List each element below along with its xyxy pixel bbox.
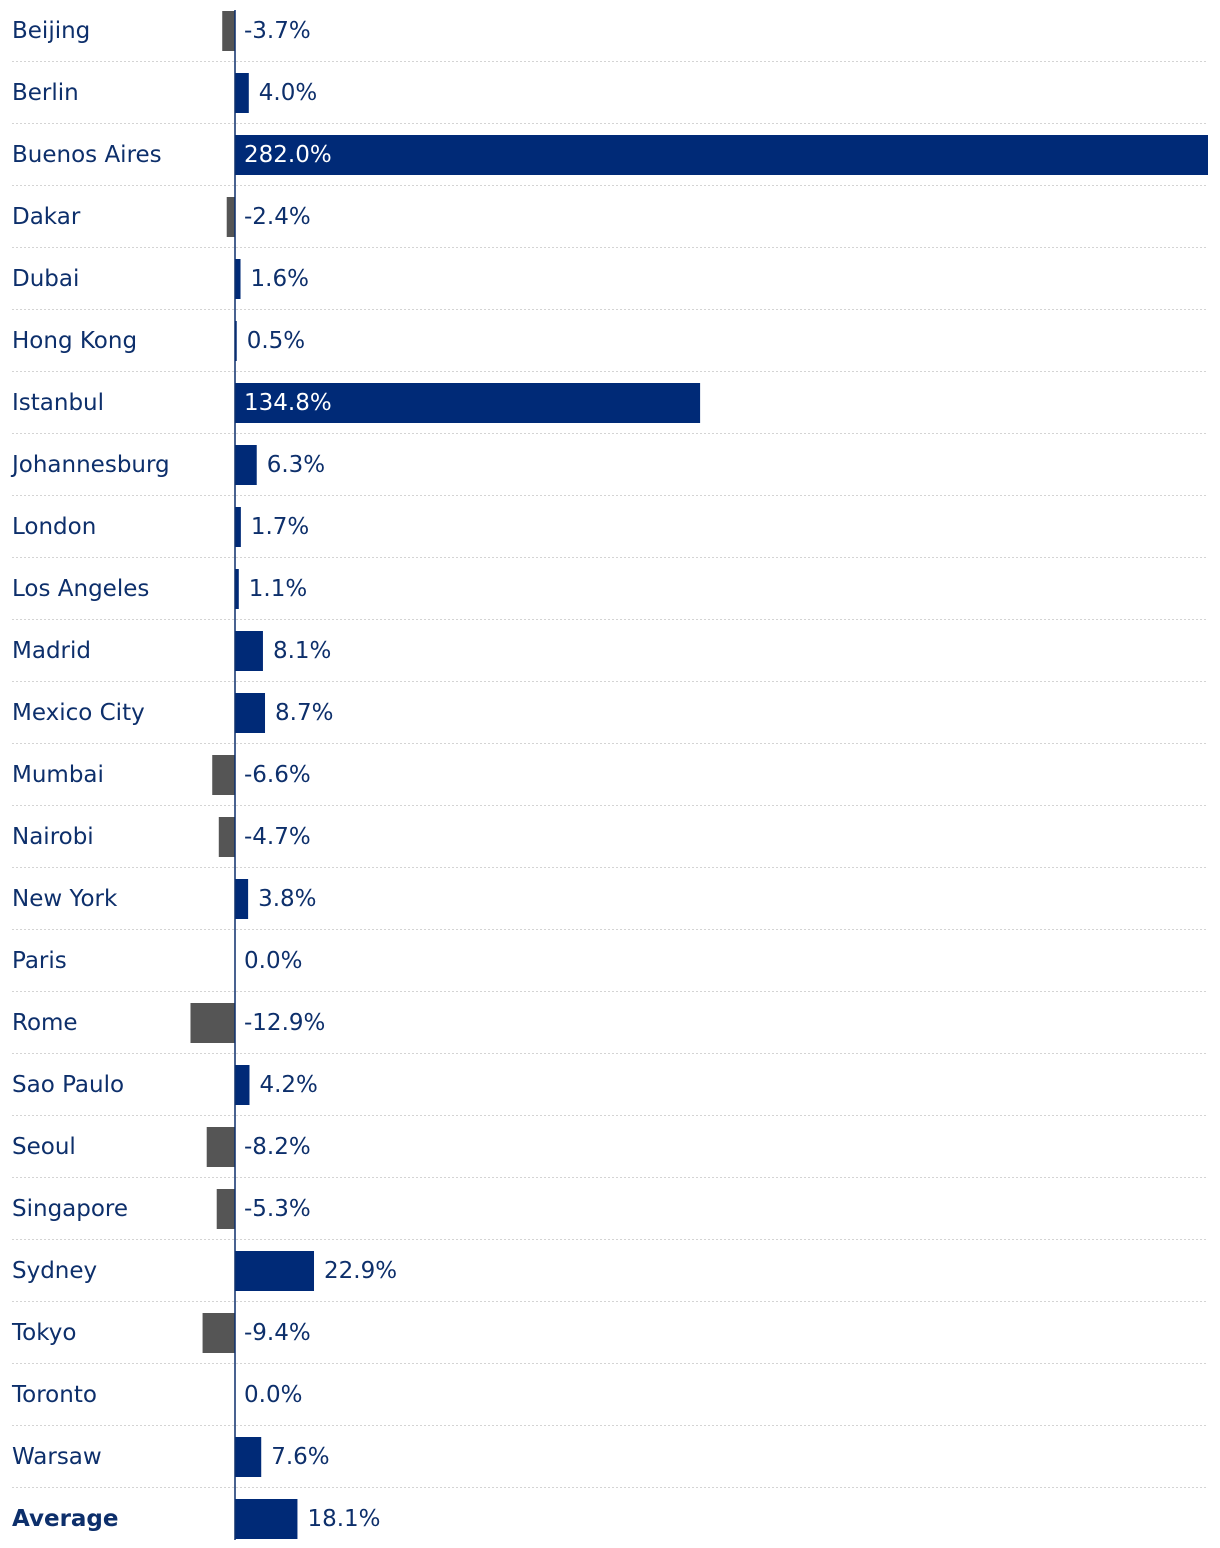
category-label-warsaw: Warsaw xyxy=(12,1444,102,1470)
bar-nairobi xyxy=(218,817,235,857)
value-label-nairobi: -4.7% xyxy=(244,824,311,850)
category-label-dubai: Dubai xyxy=(12,266,79,292)
category-label-nairobi: Nairobi xyxy=(12,824,94,850)
category-label-sao-paulo: Sao Paulo xyxy=(12,1072,124,1098)
bar-hong-kong xyxy=(235,321,237,361)
value-label-warsaw: 7.6% xyxy=(271,1444,329,1470)
value-label-los-angeles: 1.1% xyxy=(249,576,307,602)
bars xyxy=(190,11,1208,1539)
category-label-madrid: Madrid xyxy=(12,638,91,664)
bar-beijing xyxy=(222,11,235,51)
bar-average xyxy=(235,1499,298,1539)
category-label-singapore: Singapore xyxy=(12,1196,128,1222)
category-label-berlin: Berlin xyxy=(12,80,79,106)
value-label-average: 18.1% xyxy=(307,1506,380,1532)
value-label-seoul: -8.2% xyxy=(244,1134,311,1160)
category-label-los-angeles: Los Angeles xyxy=(12,576,149,602)
value-label-paris: 0.0% xyxy=(244,948,302,974)
value-label-johannesburg: 6.3% xyxy=(267,452,325,478)
bar-mexico-city xyxy=(235,693,266,733)
category-label-johannesburg: Johannesburg xyxy=(10,452,170,478)
bar-sydney xyxy=(235,1251,315,1291)
bar-new-york xyxy=(235,879,249,919)
category-label-average: Average xyxy=(12,1506,119,1532)
value-label-toronto: 0.0% xyxy=(244,1382,302,1408)
category-label-paris: Paris xyxy=(12,948,67,974)
value-label-hong-kong: 0.5% xyxy=(247,328,305,354)
bar-warsaw xyxy=(235,1437,262,1477)
category-label-hong-kong: Hong Kong xyxy=(12,328,137,354)
category-label-sydney: Sydney xyxy=(12,1258,97,1284)
value-label-london: 1.7% xyxy=(251,514,309,540)
bar-buenos-aires xyxy=(235,135,1208,175)
bar-rome xyxy=(190,1003,235,1043)
row-separators xyxy=(12,61,1208,1488)
bar-london xyxy=(235,507,241,547)
category-label-istanbul: Istanbul xyxy=(12,390,104,416)
bar-seoul xyxy=(206,1127,235,1167)
value-label-sao-paulo: 4.2% xyxy=(259,1072,317,1098)
value-label-mexico-city: 8.7% xyxy=(275,700,333,726)
category-label-seoul: Seoul xyxy=(12,1134,76,1160)
category-label-buenos-aires: Buenos Aires xyxy=(12,142,162,168)
value-label-dakar: -2.4% xyxy=(244,204,311,230)
value-label-rome: -12.9% xyxy=(244,1010,325,1036)
category-label-dakar: Dakar xyxy=(12,204,81,230)
category-label-beijing: Beijing xyxy=(12,18,90,44)
bar-los-angeles xyxy=(235,569,239,609)
bar-sao-paulo xyxy=(235,1065,250,1105)
bar-dubai xyxy=(235,259,241,299)
bar-johannesburg xyxy=(235,445,257,485)
bar-dakar xyxy=(226,197,235,237)
category-label-tokyo: Tokyo xyxy=(11,1320,76,1346)
category-label-new-york: New York xyxy=(12,886,118,912)
category-label-rome: Rome xyxy=(12,1010,78,1036)
value-label-istanbul: 134.8% xyxy=(244,390,332,416)
value-label-madrid: 8.1% xyxy=(273,638,331,664)
value-label-berlin: 4.0% xyxy=(259,80,317,106)
value-labels: -3.7% 4.0% 282.0% -2.4% 1.6% 0.5% 134.8% 6.3% 1.… xyxy=(244,18,397,1532)
value-label-beijing: -3.7% xyxy=(244,18,311,44)
value-label-new-york: 3.8% xyxy=(258,886,316,912)
bar-madrid xyxy=(235,631,263,671)
value-label-mumbai: -6.6% xyxy=(244,762,311,788)
category-label-mumbai: Mumbai xyxy=(12,762,104,788)
value-label-sydney: 22.9% xyxy=(324,1258,397,1284)
bar-tokyo xyxy=(202,1313,235,1353)
value-label-dubai: 1.6% xyxy=(251,266,309,292)
category-label-toronto: Toronto xyxy=(11,1382,97,1408)
bar-istanbul xyxy=(235,383,701,423)
bar-singapore xyxy=(216,1189,235,1229)
category-label-london: London xyxy=(12,514,96,540)
value-label-tokyo: -9.4% xyxy=(244,1320,311,1346)
value-label-singapore: -5.3% xyxy=(244,1196,311,1222)
bar-berlin xyxy=(235,73,249,113)
bar-mumbai xyxy=(212,755,235,795)
category-label-mexico-city: Mexico City xyxy=(12,700,145,726)
category-labels: Beijing Berlin Buenos Aires Dakar Dubai Hong … xyxy=(10,18,170,1532)
value-label-buenos-aires: 282.0% xyxy=(244,142,332,168)
